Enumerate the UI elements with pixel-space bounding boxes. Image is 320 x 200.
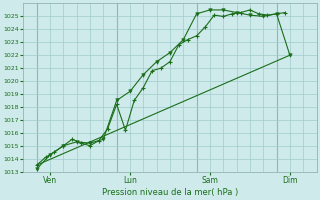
X-axis label: Pression niveau de la mer( hPa ): Pression niveau de la mer( hPa ) (102, 188, 238, 197)
